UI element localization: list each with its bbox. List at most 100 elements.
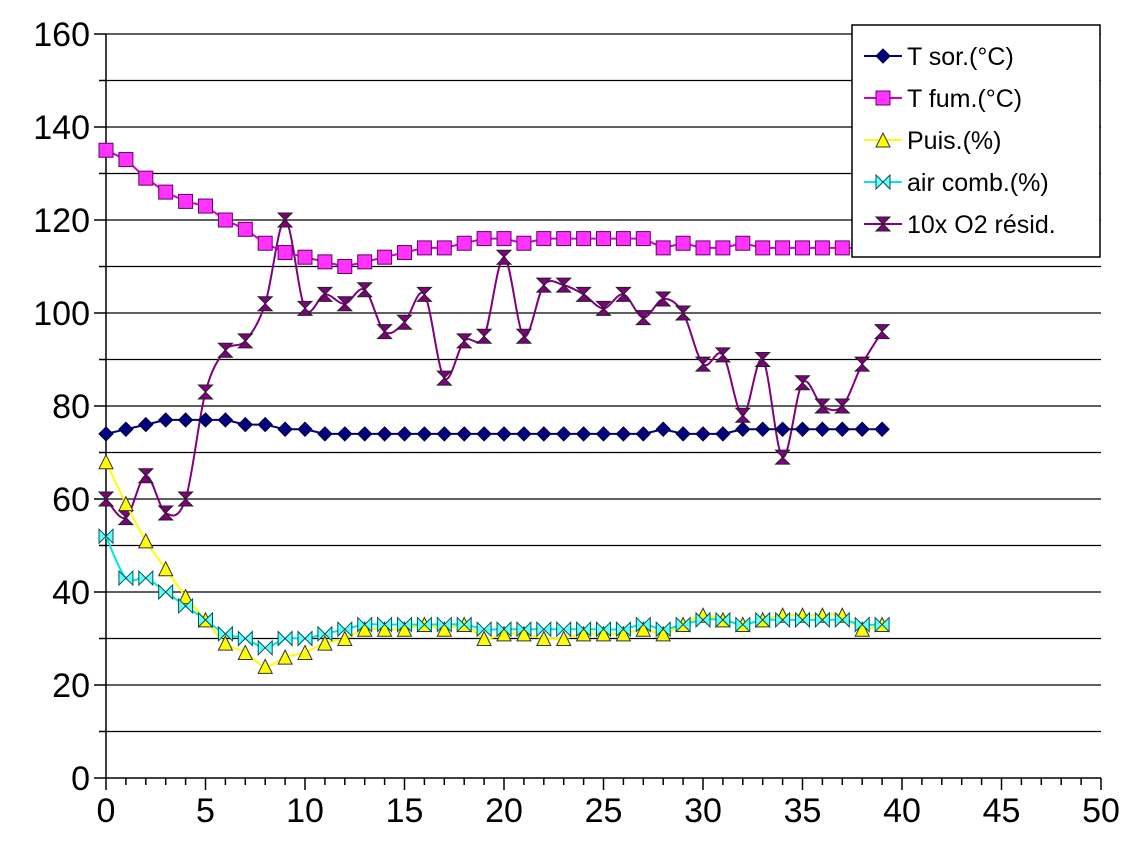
data-point [277,648,293,665]
data-point [436,621,453,637]
data-point [795,240,810,256]
data-point [854,421,870,437]
data-point [376,324,393,340]
series-0 [98,412,890,442]
data-point [536,620,552,638]
data-point [217,212,233,228]
legend-marker [875,131,891,148]
data-point [217,342,234,358]
data-point [297,644,313,660]
data-point [774,449,791,465]
y-tick-label: 80 [52,388,90,426]
data-point [556,231,572,247]
data-point [177,588,194,605]
legend-label: Puis.(%) [907,127,1001,155]
data-point [357,254,373,270]
data-point [814,421,831,437]
data-point [98,142,114,158]
data-point [735,421,751,437]
data-point [137,532,154,549]
data-point [516,625,532,642]
data-point [775,611,791,629]
data-point [416,286,433,302]
data-point [854,616,870,633]
data-point [873,324,891,340]
legend-label: air comb.(%) [907,169,1049,197]
data-point [138,569,154,587]
data-point [416,426,433,442]
y-tick-label: 60 [52,481,90,519]
y-tick-label: 160 [33,16,90,54]
data-point [257,658,274,674]
data-point [555,426,572,442]
data-point [496,625,512,642]
data-point [197,412,214,428]
data-point [456,616,472,633]
y-tick-label: 20 [52,667,90,705]
data-point [695,240,711,256]
data-point [297,421,313,437]
legend-marker [874,216,892,232]
data-point [635,231,651,247]
data-point [476,426,492,442]
data-point [157,412,174,428]
data-point [237,644,254,660]
data-point [337,259,353,274]
series-line [105,149,883,268]
data-point [834,240,850,256]
data-point [536,426,552,442]
data-point [396,621,413,637]
data-point [257,416,273,433]
data-point [98,453,114,470]
data-point [317,635,333,651]
data-point [615,426,632,442]
data-point [755,240,771,256]
y-tick-label: 100 [33,295,90,333]
data-point [436,426,453,442]
data-point [455,333,473,349]
data-point [755,611,771,629]
y-tick-label: 0 [71,760,90,798]
data-point [178,193,194,209]
x-tick-label: 0 [97,792,116,830]
data-point [198,611,213,629]
data-point [416,240,432,256]
data-point [834,421,851,437]
data-point [515,328,533,344]
legend-item: air comb.(%) [864,169,1049,197]
data-point [476,231,492,247]
legend: T sor.(°C) T fum.(°C) Puis.(%) air comb.(%)… [851,24,1101,258]
data-point [675,616,691,633]
data-point [436,616,452,633]
data-point [715,240,731,256]
data-point [675,235,691,251]
data-point [377,616,393,633]
data-point [357,616,373,633]
data-point [536,231,552,247]
data-point [317,254,333,270]
data-point [337,426,353,442]
data-point [595,625,612,642]
data-point [715,611,731,629]
data-point [595,426,612,442]
data-point [456,235,472,251]
axes: 0 20 40 60 80 100 120 140 160 0 5 10 15 20 25 30 35 40 45 5… [33,16,1120,830]
series-line [105,218,883,520]
data-point [655,240,671,256]
data-point [157,505,174,521]
series-3 [98,527,890,657]
data-point [257,639,273,657]
data-point [735,616,751,633]
data-point [158,583,174,601]
series-group [97,142,891,674]
data-point [675,426,691,442]
legend-label: T sor.(°C) [907,43,1014,71]
data-point [178,597,194,615]
x-tick-label: 35 [784,792,822,830]
data-point [635,426,652,442]
data-point [476,620,492,638]
series-1 [98,142,890,274]
data-point [555,277,572,293]
data-point [118,421,134,437]
